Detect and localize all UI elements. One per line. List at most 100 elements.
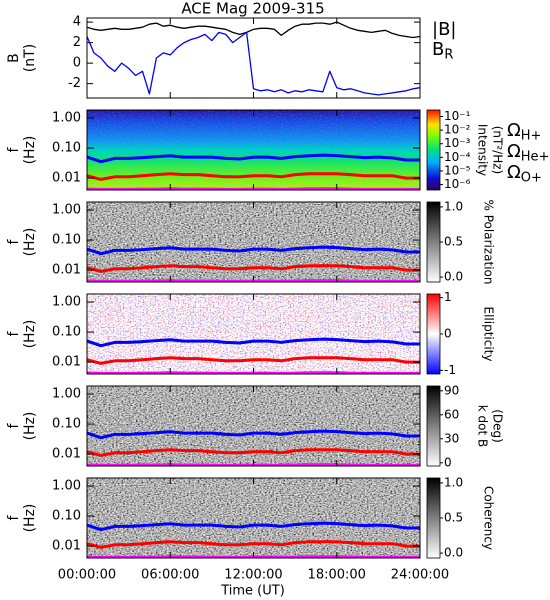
legend-label: Ω xyxy=(507,120,521,141)
x-tick-label: 06:00:00 xyxy=(141,568,199,583)
spectrogram xyxy=(87,202,420,282)
spectrogram xyxy=(87,294,420,374)
data-line xyxy=(87,429,420,440)
colorbar xyxy=(426,109,441,191)
y-axis-label: B xyxy=(6,53,22,63)
colorbar-label: % Polarization xyxy=(482,200,496,285)
legend-label: Ω xyxy=(507,141,521,162)
data-line xyxy=(87,31,420,96)
x-tick-label: 24:00:00 xyxy=(391,568,449,583)
colorbar-tick-label: 0.5 xyxy=(444,511,463,525)
y-tick-label: 1.00 xyxy=(52,295,81,310)
spectrogram-texture xyxy=(87,386,420,466)
colorbar-tick-label: 60 xyxy=(444,407,459,421)
data-line xyxy=(87,264,420,273)
legend-subscript: O+ xyxy=(521,171,542,186)
spectrogram-texture xyxy=(87,294,420,374)
data-line xyxy=(87,448,420,457)
y-tick-label: 1.00 xyxy=(52,479,81,494)
colorbar xyxy=(426,293,441,375)
colorbar-label: (nT²/Hz) xyxy=(491,126,505,174)
colorbar-tick-label: 1.0 xyxy=(444,475,463,489)
y-tick-label: 1.00 xyxy=(52,387,81,402)
data-line xyxy=(87,245,420,256)
y-axis-label: (Hz) xyxy=(22,320,38,349)
y-axis-label: f xyxy=(6,238,22,244)
y-tick-label: -2 xyxy=(68,76,81,91)
y-axis-label: f xyxy=(6,514,22,520)
y-tick-label: 0.01 xyxy=(52,539,81,554)
legend-label: Ω xyxy=(507,162,521,183)
colorbar-label: Ellipticity xyxy=(482,307,496,362)
y-tick-label: 2 xyxy=(73,35,81,50)
legend-subscript: He+ xyxy=(521,150,550,165)
y-tick-label: 0 xyxy=(73,56,81,71)
spectrogram-texture xyxy=(87,202,420,282)
data-line xyxy=(87,521,420,532)
y-axis-label: f xyxy=(6,422,22,428)
y-axis-label: (Hz) xyxy=(22,412,38,441)
colorbar-tick-label: 0.5 xyxy=(444,235,463,249)
y-tick-label: 0.01 xyxy=(52,263,81,278)
colorbar xyxy=(426,201,441,283)
y-axis-label: f xyxy=(6,146,22,152)
colorbar-tick-label: 10⁻⁶ xyxy=(444,177,471,191)
y-tick-label: 0.01 xyxy=(52,171,81,186)
colorbar-tick-label: 10⁻² xyxy=(444,123,471,137)
data-line xyxy=(87,153,420,164)
colorbar-tick-label: 0 xyxy=(444,327,452,341)
chart-title: ACE Mag 2009-315 xyxy=(181,0,324,18)
colorbar-tick-label: 0.0 xyxy=(444,546,463,560)
y-axis-label: f xyxy=(6,330,22,336)
legend-label: B xyxy=(432,39,444,60)
y-axis-label: (Hz) xyxy=(22,228,38,257)
colorbar xyxy=(426,477,441,559)
data-line xyxy=(87,337,420,348)
colorbar-tick-label: 10⁻¹ xyxy=(444,109,471,123)
y-tick-label: 0.10 xyxy=(52,141,81,156)
y-tick-label: 0.01 xyxy=(52,355,81,370)
colorbar-tick-label: -1 xyxy=(444,363,456,377)
y-tick-label: 0.10 xyxy=(52,417,81,432)
colorbar-tick-label: 1 xyxy=(444,290,452,304)
colorbar-tick-label: 0.0 xyxy=(444,270,463,284)
colorbar-tick-label: 10⁻⁵ xyxy=(444,163,471,177)
legend-subscript: H+ xyxy=(521,129,542,144)
x-tick-label: 18:00:00 xyxy=(308,568,366,583)
y-axis-label: (nT) xyxy=(22,44,38,72)
y-tick-label: 1.00 xyxy=(52,111,81,126)
colorbar-tick-label: 90 xyxy=(444,383,459,397)
y-tick-label: 0.10 xyxy=(52,233,81,248)
colorbar-label: Coherency xyxy=(482,486,496,550)
colorbar-tick-label: 10⁻³ xyxy=(444,136,471,150)
colorbar-label: k dot B xyxy=(476,405,490,447)
data-line xyxy=(87,540,420,549)
y-tick-label: 4 xyxy=(73,15,81,30)
data-line xyxy=(87,172,420,181)
y-axis-label: (Hz) xyxy=(22,136,38,165)
spectrogram xyxy=(87,386,420,466)
x-axis-label: Time (UT) xyxy=(220,584,285,599)
spectrogram-texture xyxy=(87,110,420,190)
spectrogram-texture xyxy=(87,478,420,558)
colorbar-tick-label: 0 xyxy=(444,455,452,469)
spectrogram xyxy=(87,478,420,558)
colorbar-tick-label: 1.0 xyxy=(444,199,463,213)
legend-label: |B| xyxy=(432,19,456,40)
colorbar-tick-label: 30 xyxy=(444,431,459,445)
y-tick-label: 0.01 xyxy=(52,447,81,462)
colorbar-label: (Deg) xyxy=(491,409,505,443)
x-tick-label: 00:00:00 xyxy=(58,568,116,583)
y-tick-label: 0.10 xyxy=(52,325,81,340)
legend-subscript: R xyxy=(444,48,453,63)
data-line xyxy=(87,356,420,365)
data-line xyxy=(87,21,420,39)
colorbar-label: Intensity xyxy=(476,124,490,176)
spectrogram xyxy=(87,110,420,190)
y-tick-label: 0.10 xyxy=(52,509,81,524)
y-axis-label: (Hz) xyxy=(22,504,38,533)
x-tick-label: 12:00:00 xyxy=(224,568,282,583)
y-tick-label: 1.00 xyxy=(52,203,81,218)
